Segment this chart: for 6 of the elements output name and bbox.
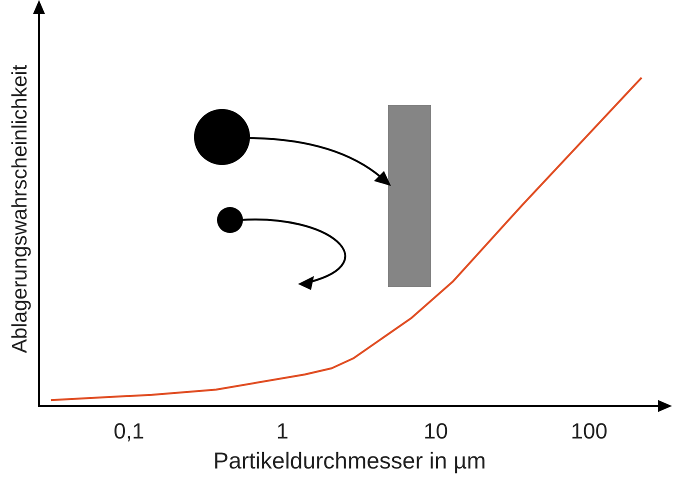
x-tick-label: 0,1: [114, 418, 144, 444]
x-tick-label: 100: [570, 418, 608, 444]
x-tick-label: 10: [423, 418, 448, 444]
y-axis-title: Ablagerungswahrscheinlichkeit: [8, 64, 32, 354]
x-axis-title: Partikeldurchmesser in µm: [213, 448, 486, 474]
x-tick-label: 1: [276, 418, 288, 444]
